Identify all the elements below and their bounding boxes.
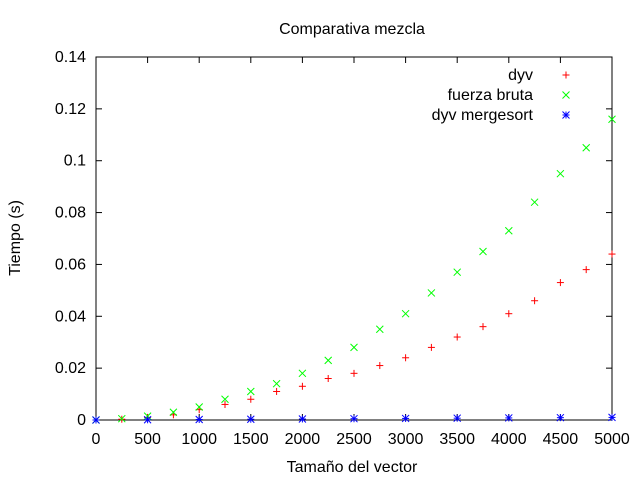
data-point: [453, 414, 462, 423]
plot-area: [92, 115, 616, 424]
data-point: [375, 325, 384, 334]
data-point: [479, 323, 487, 331]
x-axis-label: Tamaño del vector: [287, 459, 418, 476]
series-dyv-mergesort: [92, 413, 616, 424]
data-point: [504, 414, 513, 422]
data-point: [350, 369, 358, 377]
series-dyv: [92, 250, 616, 424]
data-point: [402, 354, 410, 362]
x-tick-label: 3500: [439, 431, 475, 448]
data-point: [298, 382, 306, 390]
chart-title: Comparativa mezcla: [279, 21, 425, 38]
data-point: [608, 250, 616, 258]
data-point: [453, 333, 461, 341]
y-tick-label: 0.04: [55, 308, 86, 325]
data-point: [92, 416, 100, 424]
data-point: [453, 268, 462, 277]
data-point: [195, 415, 204, 424]
legend-label: dyv: [508, 67, 533, 84]
y-axis: 0 0.02 0.04 0.06 0.08 0.1 0.12 0.14: [55, 49, 612, 429]
y-tick-label: 0.06: [55, 256, 86, 273]
x-tick-label: 2000: [285, 431, 321, 448]
x-tick-label: 0: [92, 431, 101, 448]
y-tick-label: 0.12: [55, 101, 86, 118]
data-point: [246, 415, 255, 424]
y-tick-label: 0.14: [55, 49, 86, 66]
data-point: [530, 198, 539, 207]
data-point: [504, 226, 513, 235]
data-point: [143, 415, 152, 424]
data-point: [195, 403, 204, 411]
data-point: [479, 247, 487, 256]
x-tick-label: 1000: [181, 431, 217, 448]
data-point: [582, 143, 591, 152]
x-tick-label: 2500: [336, 431, 372, 448]
data-point: [556, 279, 564, 287]
data-point: [247, 395, 255, 403]
data-point: [273, 387, 281, 395]
data-point: [324, 356, 333, 365]
data-point: [556, 169, 565, 178]
data-point: [608, 413, 616, 422]
data-point: [298, 369, 307, 378]
data-point: [427, 343, 435, 351]
series-fuerza-bruta: [92, 115, 616, 424]
x-tick-label: 3000: [388, 431, 424, 448]
x-axis: 0 500 1000 1500 2000 2500 3000 3500 4000 4500 5000: [92, 57, 630, 448]
data-point: [427, 289, 436, 297]
legend-marker: [562, 71, 570, 79]
data-point: [272, 379, 281, 388]
data-point: [350, 343, 358, 352]
x-tick-label: 1500: [233, 431, 269, 448]
x-tick-label: 4500: [543, 431, 579, 448]
data-point: [608, 115, 616, 124]
legend-marker: [562, 111, 570, 119]
y-tick-label: 0.1: [64, 153, 86, 170]
x-tick-label: 500: [134, 431, 161, 448]
data-point: [376, 362, 384, 370]
data-point: [143, 412, 152, 420]
data-point: [324, 375, 332, 383]
legend-marker: [562, 91, 570, 99]
data-point: [401, 414, 410, 423]
y-tick-label: 0.02: [55, 360, 86, 377]
x-tick-label: 4000: [491, 431, 527, 448]
data-point: [505, 310, 513, 318]
legend-label: fuerza bruta: [448, 87, 533, 104]
x-tick-label: 5000: [594, 431, 630, 448]
data-point: [221, 395, 229, 404]
data-point: [169, 408, 178, 417]
data-point: [350, 414, 358, 423]
y-tick-label: 0: [77, 412, 86, 429]
data-point: [298, 415, 307, 423]
data-point: [117, 414, 126, 423]
legend: dyv fuerza bruta dyv mergesort: [432, 67, 570, 124]
legend-label: dyv mergesort: [432, 107, 534, 124]
data-point: [401, 309, 410, 318]
plot-frame: [95, 56, 613, 421]
data-point: [531, 297, 539, 305]
data-point: [556, 413, 565, 422]
y-axis-label: Tiempo (s): [7, 200, 24, 276]
data-point: [582, 266, 590, 274]
data-point: [221, 400, 229, 408]
data-point: [246, 387, 255, 396]
y-tick-label: 0.08: [55, 205, 86, 222]
